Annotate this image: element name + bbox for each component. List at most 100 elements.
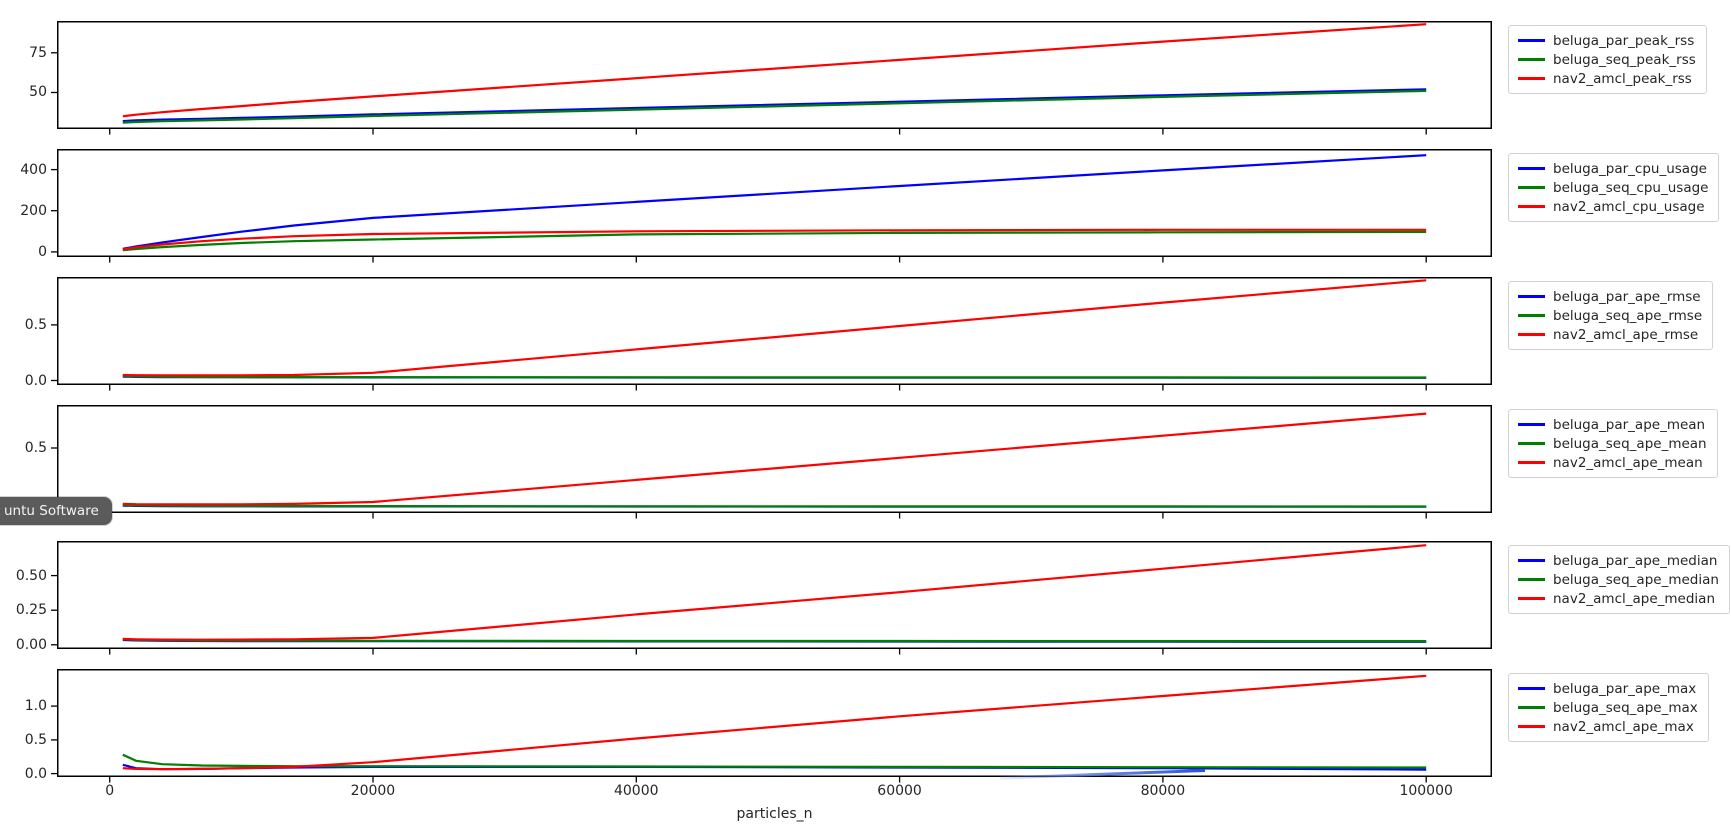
plot-area-ape_median xyxy=(51,541,1492,655)
legend-label: nav2_amcl_peak_rss xyxy=(1553,70,1692,87)
legend-label: nav2_amcl_ape_median xyxy=(1553,590,1716,607)
legend-item: nav2_amcl_peak_rss xyxy=(1518,69,1696,88)
legend-item: beluga_seq_ape_rmse xyxy=(1518,306,1702,325)
legend-item: nav2_amcl_ape_rmse xyxy=(1518,325,1702,344)
legend-line-sample xyxy=(1518,423,1545,426)
legend-item: beluga_seq_cpu_usage xyxy=(1518,178,1708,197)
legend-item: beluga_par_ape_max xyxy=(1518,679,1698,698)
legend-line-sample xyxy=(1518,295,1545,298)
y-tick-label: 75 xyxy=(29,44,47,61)
plot-area-ape_max xyxy=(51,669,1492,783)
y-tick-label: 0.0 xyxy=(24,372,47,389)
series-line-nav2_amcl_cpu_usage xyxy=(122,228,1427,251)
series-line-nav2_amcl_ape_rmse xyxy=(122,279,1427,377)
y-tick-label: 0.5 xyxy=(24,439,47,456)
legend-line-sample xyxy=(1518,77,1545,80)
legend-item: beluga_seq_ape_max xyxy=(1518,698,1698,717)
axes-spines xyxy=(57,149,1492,257)
legend-ape_max: beluga_par_ape_max beluga_seq_ape_max nav2… xyxy=(1508,673,1709,742)
legend-ape_median: beluga_par_ape_median beluga_seq_ape_medi… xyxy=(1508,545,1730,614)
legend-line-sample xyxy=(1518,333,1545,336)
legend-label: beluga_par_ape_rmse xyxy=(1553,288,1701,305)
series-line-nav2_amcl_ape_median xyxy=(122,544,1427,641)
legend-line-sample xyxy=(1518,461,1545,464)
series-line-beluga_par_peak_rss xyxy=(122,88,1427,123)
legend-item: beluga_seq_ape_mean xyxy=(1518,434,1707,453)
series-line-nav2_amcl_ape_mean xyxy=(122,412,1427,506)
legend-line-sample xyxy=(1518,706,1545,709)
y-tick-label: 0.5 xyxy=(24,731,47,748)
y-tick-label: 50 xyxy=(29,84,47,101)
axes-spines xyxy=(57,21,1492,129)
axes-spines xyxy=(57,277,1492,385)
x-tick-label: 100000 xyxy=(1399,783,1453,799)
x-tick-label: 60000 xyxy=(877,783,922,799)
y-tick-label: 0.50 xyxy=(15,567,47,584)
legend-item: nav2_amcl_ape_max xyxy=(1518,717,1698,736)
legend-label: beluga_par_peak_rss xyxy=(1553,32,1695,49)
y-tick-label: 0 xyxy=(38,243,47,260)
axes-spines xyxy=(57,405,1492,513)
legend-label: nav2_amcl_cpu_usage xyxy=(1553,198,1705,215)
legend-line-sample xyxy=(1518,559,1545,562)
subplot-ape_median xyxy=(51,541,1492,655)
legend-cpu_usage: beluga_par_cpu_usage beluga_seq_cpu_usage… xyxy=(1508,153,1720,222)
legend-label: beluga_seq_ape_rmse xyxy=(1553,307,1703,324)
legend-label: beluga_par_ape_mean xyxy=(1553,416,1706,433)
legend-item: nav2_amcl_cpu_usage xyxy=(1518,197,1708,216)
legend-line-sample xyxy=(1518,205,1545,208)
legend-label: nav2_amcl_ape_max xyxy=(1553,718,1694,735)
subplot-cpu_usage xyxy=(51,149,1492,263)
y-tick-label: 1.0 xyxy=(24,698,47,715)
x-tick-label: 40000 xyxy=(613,783,659,799)
series-line-beluga_par_cpu_usage xyxy=(122,154,1427,250)
axes-spines xyxy=(57,541,1492,649)
y-tick-label: 0.0 xyxy=(24,765,47,782)
plot-area-ape_rmse xyxy=(51,277,1492,391)
series-line-beluga_seq_peak_rss xyxy=(122,89,1427,124)
series-line-nav2_amcl_ape_max xyxy=(122,674,1427,771)
legend-label: beluga_seq_ape_median xyxy=(1553,571,1719,588)
legend-label: beluga_par_cpu_usage xyxy=(1553,160,1707,177)
x-axis-label: particles_n xyxy=(736,806,813,822)
y-tick-label: 400 xyxy=(20,161,47,178)
subplot-peak_rss xyxy=(51,21,1492,135)
legend-line-sample xyxy=(1518,39,1545,42)
legend-label: beluga_seq_cpu_usage xyxy=(1553,179,1709,196)
x-tick-label: 20000 xyxy=(350,783,396,799)
subplot-ape_max xyxy=(51,669,1492,783)
y-tick-label: 0.00 xyxy=(15,636,47,653)
legend-item: beluga_par_cpu_usage xyxy=(1518,159,1708,178)
legend-line-sample xyxy=(1518,314,1545,317)
legend-label: beluga_seq_ape_max xyxy=(1553,699,1698,716)
legend-line-sample xyxy=(1518,186,1545,189)
legend-line-sample xyxy=(1518,167,1545,170)
axes-spines xyxy=(57,669,1492,777)
series-line-beluga_seq_ape_mean xyxy=(122,503,1427,508)
y-tick-label: 0.5 xyxy=(24,316,47,333)
legend-item: nav2_amcl_ape_mean xyxy=(1518,453,1707,472)
legend-label: nav2_amcl_ape_mean xyxy=(1553,454,1703,471)
y-tick-label: 200 xyxy=(20,202,47,219)
legend-label: beluga_seq_ape_mean xyxy=(1553,435,1707,452)
y-tick-label: 0.25 xyxy=(15,602,47,619)
legend-line-sample xyxy=(1518,597,1545,600)
legend-line-sample xyxy=(1518,725,1545,728)
subplot-ape_mean xyxy=(51,405,1492,519)
legend-item: beluga_par_ape_median xyxy=(1518,551,1719,570)
legend-line-sample xyxy=(1518,442,1545,445)
series-line-beluga_seq_ape_rmse xyxy=(122,375,1427,379)
series-line-nav2_amcl_peak_rss xyxy=(122,23,1427,118)
legend-line-sample xyxy=(1518,578,1545,581)
legend-label: nav2_amcl_ape_rmse xyxy=(1553,326,1699,343)
legend-label: beluga_seq_peak_rss xyxy=(1553,51,1696,68)
taskbar-tooltip: untu Software xyxy=(0,497,112,525)
legend-label: beluga_par_ape_median xyxy=(1553,552,1718,569)
legend-label: beluga_par_ape_max xyxy=(1553,680,1697,697)
x-tick-label: 80000 xyxy=(1140,783,1186,799)
